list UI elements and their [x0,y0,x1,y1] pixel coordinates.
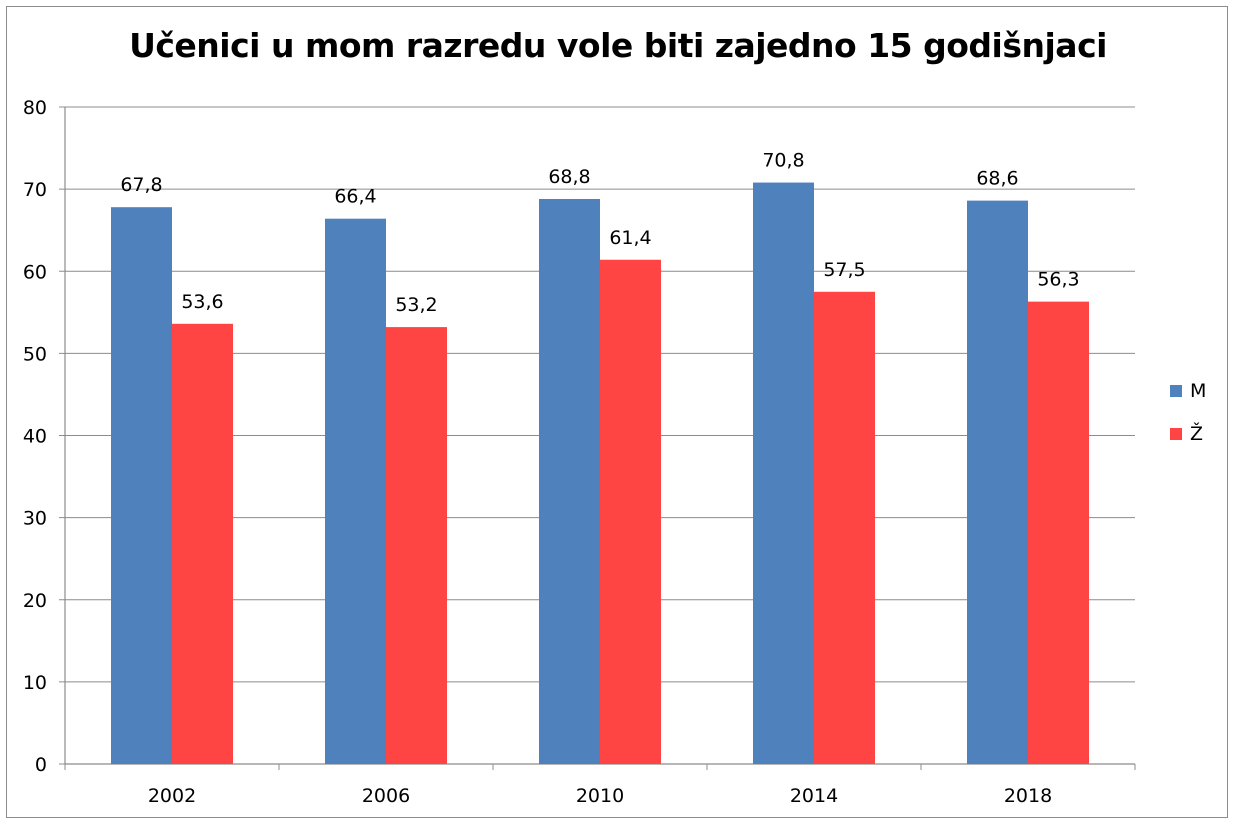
legend-item: Ž [1170,423,1206,445]
data-label: 68,6 [976,168,1018,190]
x-tick-label: 2014 [790,785,838,807]
data-label: 67,8 [120,174,162,196]
data-label: 66,4 [334,186,376,208]
y-tick-label: 30 [23,508,47,530]
chart-title: Učenici u mom razredu vole biti zajedno … [129,26,1107,65]
x-tick-label: 2006 [362,785,410,807]
y-tick-label: 20 [23,590,47,612]
bar-m-2010 [539,198,600,765]
bar-ž-2018 [1028,301,1089,764]
y-tick-label: 80 [23,97,47,119]
bar-m-2014 [753,182,814,764]
y-tick-label: 0 [35,754,47,776]
data-label: 56,3 [1037,269,1079,291]
bar-ž-2014 [814,291,875,764]
legend-label: Ž [1190,423,1204,445]
y-tick-label: 60 [23,261,47,283]
data-label: 70,8 [762,150,804,172]
data-label: 53,6 [181,291,223,313]
legend-item: M [1170,380,1206,402]
bar-ž-2010 [600,259,661,764]
data-label: 57,5 [823,259,865,281]
bar-ž-2002 [172,323,233,764]
data-label: 68,8 [548,166,590,188]
x-tick-label: 2018 [1004,785,1052,807]
bar-m-2002 [111,207,172,764]
legend-label: M [1190,380,1207,402]
x-tick-label: 2010 [576,785,624,807]
y-tick-label: 40 [23,426,47,448]
legend-swatch [1170,385,1182,397]
y-tick-label: 50 [23,343,47,365]
y-tick-label: 10 [23,672,47,694]
y-tick-label: 70 [23,179,47,201]
data-label: 53,2 [395,294,437,316]
bar-m-2006 [325,218,386,764]
bar-ž-2006 [386,327,447,764]
bar-m-2018 [967,200,1028,764]
x-tick-label: 2002 [148,785,196,807]
data-label: 61,4 [609,227,651,249]
legend-swatch [1170,428,1182,440]
